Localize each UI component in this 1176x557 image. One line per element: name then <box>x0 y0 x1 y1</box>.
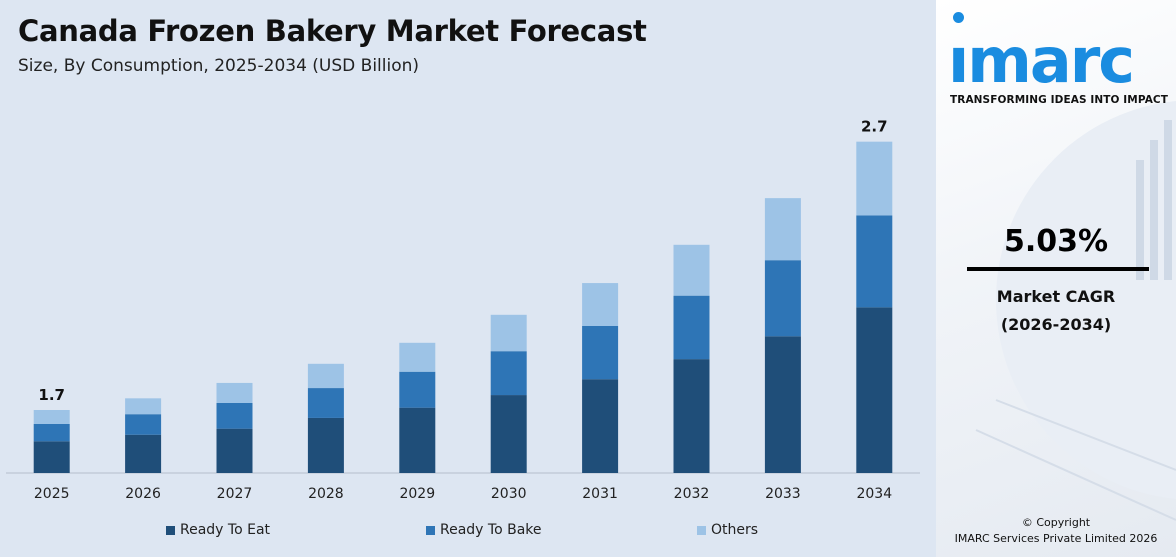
bar-others-2033 <box>764 198 801 261</box>
legend-swatch <box>426 525 435 535</box>
x-tick-label-2026: 2026 <box>125 486 161 502</box>
data-label-2025: 1.7 <box>38 386 65 404</box>
background-decoration <box>975 101 1176 521</box>
copyright-line-1: © Copyright <box>1021 516 1091 529</box>
bar-ready-to-eat-2029 <box>399 407 436 473</box>
bar-ready-to-bake-2026 <box>125 414 162 435</box>
legend-item-others: Others <box>697 522 758 538</box>
x-tick-label-2030: 2030 <box>491 486 527 502</box>
bar-ready-to-eat-2025 <box>33 441 70 473</box>
bar-others-2028 <box>307 363 344 389</box>
legend-item-ready-to-bake: Ready To Bake <box>426 522 542 538</box>
bar-ready-to-eat-2031 <box>582 379 619 473</box>
legend-label: Ready To Bake <box>440 522 542 538</box>
bar-others-2030 <box>490 314 527 352</box>
brand-sidebar: ımarc TRANSFORMING IDEAS INTO IMPACT 5.0… <box>936 0 1176 557</box>
chart-title: Canada Frozen Bakery Market Forecast <box>18 14 647 48</box>
bar-ready-to-bake-2027 <box>216 403 253 429</box>
x-tick-label-2033: 2033 <box>765 486 801 502</box>
x-tick-label-2029: 2029 <box>399 486 435 502</box>
x-tick-label-2025: 2025 <box>34 486 70 502</box>
chart-panel: Canada Frozen Bakery Market Forecast Siz… <box>0 14 936 542</box>
chart-legend: Ready To Eat Ready To Bake Others <box>0 522 936 542</box>
x-tick-label-2031: 2031 <box>582 486 618 502</box>
bar-ready-to-eat-2028 <box>307 417 344 473</box>
copyright-line-2: IMARC Services Private Limited 2026 <box>954 531 1158 545</box>
bar-ready-to-bake-2028 <box>307 388 344 418</box>
bar-others-2031 <box>582 283 619 326</box>
x-tick-label-2032: 2032 <box>674 486 710 502</box>
bar-ready-to-eat-2034 <box>856 307 893 473</box>
bar-others-2029 <box>399 342 436 372</box>
x-tick-label-2028: 2028 <box>308 486 344 502</box>
bar-others-2025 <box>33 410 70 424</box>
legend-swatch <box>697 525 706 535</box>
copyright-notice: © Copyright IMARC Services Private Limit… <box>936 515 1176 547</box>
bar-ready-to-bake-2029 <box>399 371 436 408</box>
bar-ready-to-bake-2030 <box>490 351 527 396</box>
bar-ready-to-bake-2034 <box>856 215 893 308</box>
bar-ready-to-eat-2033 <box>764 336 801 473</box>
logo-dot-icon <box>953 12 964 23</box>
bar-ready-to-eat-2027 <box>216 428 253 473</box>
bar-ready-to-eat-2030 <box>490 395 527 473</box>
cagr-value: 5.03% <box>1003 224 1109 259</box>
cagr-label: Market CAGR <box>996 287 1116 306</box>
bar-others-2032 <box>673 244 710 296</box>
cagr-divider <box>967 267 1149 271</box>
x-tick-label-2034: 2034 <box>856 486 892 502</box>
chart-subtitle: Size, By Consumption, 2025-2034 (USD Bil… <box>18 56 420 76</box>
cagr-period: (2026-2034) <box>1000 315 1112 334</box>
bar-ready-to-eat-2026 <box>125 434 162 473</box>
legend-label: Ready To Eat <box>180 522 271 538</box>
legend-label: Others <box>711 522 759 538</box>
legend-swatch <box>166 525 175 535</box>
bar-ready-to-bake-2031 <box>582 326 619 380</box>
logo-tagline: TRANSFORMING IDEAS INTO IMPACT <box>950 94 1168 106</box>
bar-ready-to-bake-2033 <box>764 260 801 337</box>
data-label-2034: 2.7 <box>861 118 888 136</box>
imarc-logo: ımarc <box>948 24 1135 97</box>
bar-others-2026 <box>125 398 162 415</box>
bar-ready-to-bake-2025 <box>33 424 70 442</box>
bar-ready-to-eat-2032 <box>673 359 710 473</box>
bar-others-2034 <box>856 141 893 216</box>
bar-ready-to-bake-2032 <box>673 295 710 360</box>
stacked-bar-chart: 2025 2026 2027 2028 2029 2030 2031 2032 2033 2034… <box>6 118 920 502</box>
bar-others-2027 <box>216 382 253 403</box>
x-tick-label-2027: 2027 <box>217 486 253 502</box>
legend-item-ready-to-eat: Ready To Eat <box>166 522 270 538</box>
